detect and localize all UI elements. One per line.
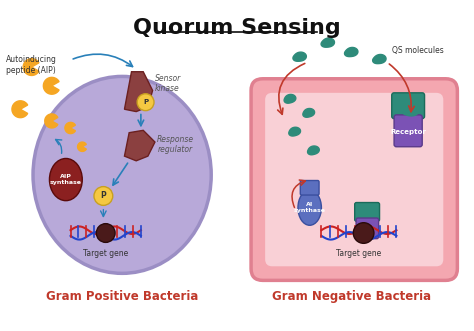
FancyBboxPatch shape — [394, 115, 422, 147]
Polygon shape — [289, 127, 301, 136]
Polygon shape — [12, 101, 27, 118]
FancyBboxPatch shape — [356, 218, 379, 239]
Text: Gram Negative Bacteria: Gram Negative Bacteria — [273, 290, 431, 303]
FancyBboxPatch shape — [265, 93, 443, 266]
Polygon shape — [65, 122, 75, 134]
Polygon shape — [125, 130, 155, 161]
Polygon shape — [78, 142, 86, 151]
Text: P: P — [100, 191, 106, 201]
Polygon shape — [373, 55, 386, 64]
Polygon shape — [125, 72, 153, 112]
Text: AI
synthase: AI synthase — [294, 202, 326, 213]
FancyBboxPatch shape — [301, 180, 319, 195]
Polygon shape — [303, 109, 315, 117]
Text: Gram Positive Bacteria: Gram Positive Bacteria — [46, 290, 198, 303]
Polygon shape — [293, 52, 306, 61]
Text: QS molecules: QS molecules — [392, 46, 444, 55]
Ellipse shape — [298, 190, 321, 225]
Text: Autoinducing
peptide (AIP): Autoinducing peptide (AIP) — [6, 55, 57, 75]
Polygon shape — [44, 77, 59, 94]
Circle shape — [94, 187, 113, 205]
Circle shape — [96, 224, 115, 242]
Polygon shape — [284, 94, 296, 103]
FancyBboxPatch shape — [392, 93, 425, 118]
Polygon shape — [23, 59, 39, 75]
FancyBboxPatch shape — [251, 79, 457, 280]
Text: Sensor
kinase: Sensor kinase — [155, 74, 181, 93]
Polygon shape — [345, 47, 358, 57]
Text: AIP
synthase: AIP synthase — [50, 174, 82, 185]
Ellipse shape — [49, 159, 82, 201]
Circle shape — [137, 94, 154, 111]
Text: Receptor: Receptor — [390, 129, 426, 135]
Polygon shape — [45, 114, 58, 128]
Text: Target gene: Target gene — [83, 249, 128, 258]
Text: Target gene: Target gene — [336, 249, 382, 258]
Polygon shape — [321, 38, 335, 47]
Text: Response
regulator: Response regulator — [157, 135, 194, 154]
Polygon shape — [308, 146, 319, 155]
Text: Quorum Sensing: Quorum Sensing — [133, 18, 341, 38]
Circle shape — [353, 223, 374, 243]
Polygon shape — [402, 107, 419, 116]
Ellipse shape — [33, 76, 211, 273]
FancyBboxPatch shape — [355, 203, 380, 221]
Text: P: P — [143, 99, 148, 105]
